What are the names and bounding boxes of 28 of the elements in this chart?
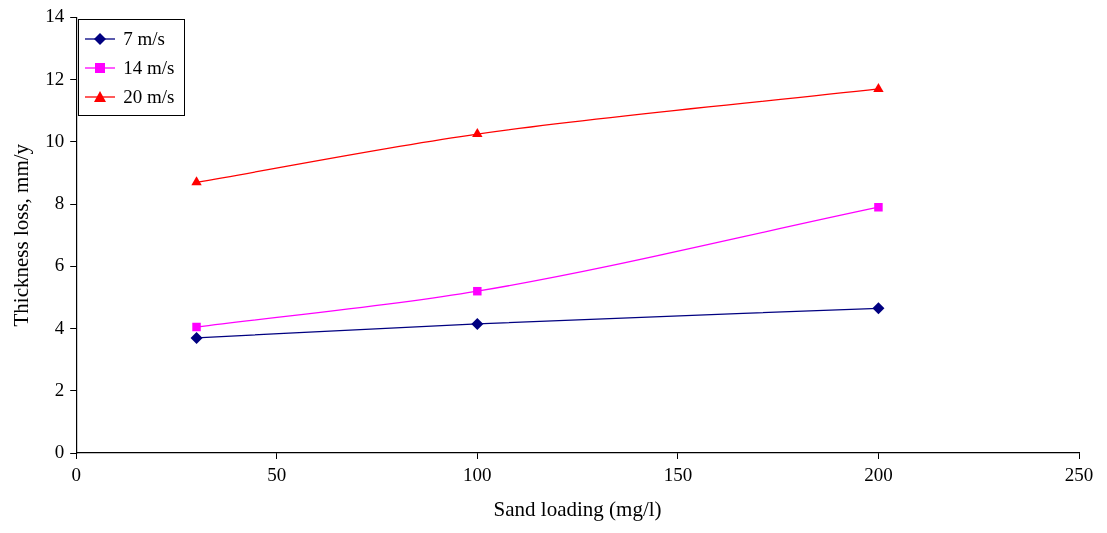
y-tick-label: 8 [54,192,65,214]
x-tick-label: 50 [267,464,287,486]
point [192,322,201,332]
y-tick-label: 2 [54,378,65,400]
legend-label: 20 m/s [123,85,175,108]
x-axis-title: Sand loading (mg/l) [493,496,662,521]
legend-label: 14 m/s [123,56,175,79]
x-tick-label: 250 [1064,464,1094,486]
y-tick-label: 4 [54,316,65,338]
legend-label: 7 m/s [123,27,165,50]
point [872,302,885,315]
point [473,286,482,296]
point [472,128,483,138]
x-tick-label: 0 [71,464,81,486]
y-tick-label: 14 [45,5,65,27]
y-axis-title: Thickness loss, mm/y [9,143,34,327]
x-tick-label: 200 [864,464,893,486]
point [190,331,203,344]
x-tick-label: 150 [663,464,693,486]
y-tick-label: 0 [54,440,65,462]
x-tick-label: 100 [463,464,492,486]
point [873,82,884,92]
y-tick-label: 10 [45,129,65,151]
point [874,202,883,212]
y-tick-label: 6 [54,254,65,276]
y-tick-label: 12 [45,67,65,89]
point [191,176,202,186]
point [471,317,484,330]
